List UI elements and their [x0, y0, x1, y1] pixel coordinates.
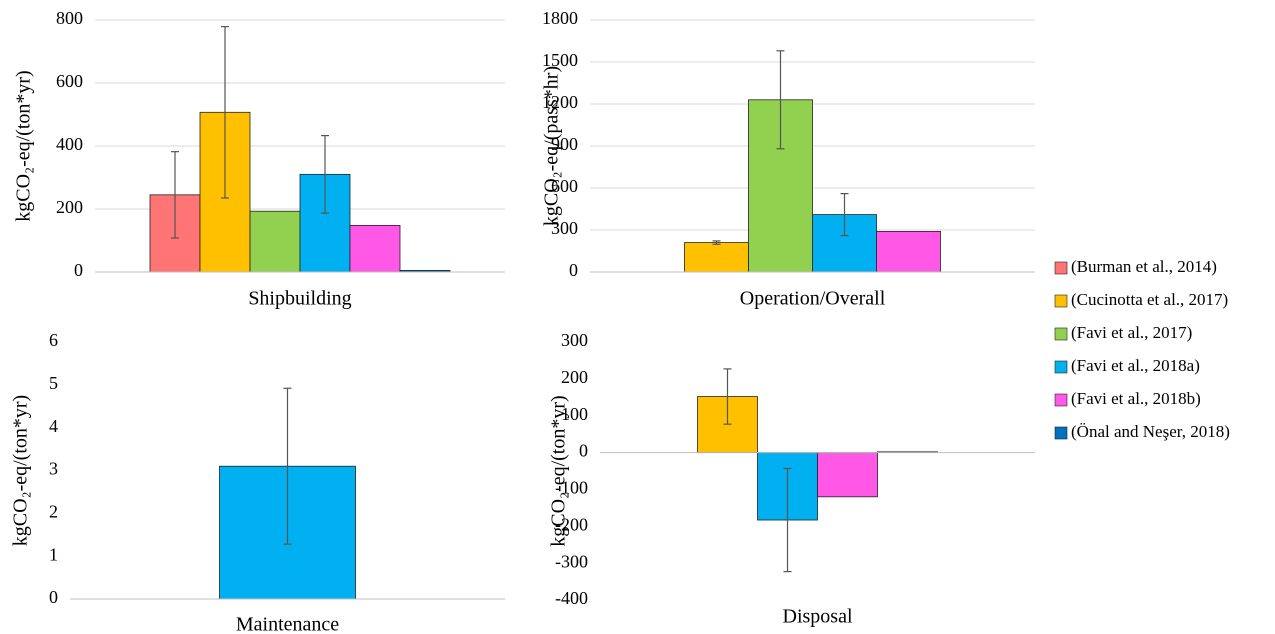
- error-bar: [171, 151, 179, 239]
- legend-label: (Önal and Neşer, 2018): [1071, 422, 1230, 441]
- y-tick-label: 5: [49, 373, 58, 393]
- y-tick-label: 300: [551, 218, 578, 238]
- x-tick-label: Shipbuilding: [248, 288, 351, 310]
- legend-label: (Favi et al., 2017): [1071, 323, 1192, 342]
- legend-swatch: [1054, 327, 1068, 341]
- y-tick-label: 800: [56, 8, 83, 28]
- legend-label: (Cucinotta et al., 2017): [1071, 290, 1228, 309]
- y-tick-label: 0: [579, 441, 588, 461]
- bar: [249, 210, 301, 273]
- y-tick-label: 100: [561, 404, 588, 424]
- bar: [684, 242, 749, 273]
- error-bar: [283, 387, 292, 545]
- y-tick-label: 0: [569, 260, 578, 280]
- legend-swatch: [1054, 426, 1068, 440]
- x-tick-label: Operation/Overall: [740, 288, 886, 310]
- y-tick-label: 300: [561, 330, 588, 350]
- bar: [817, 452, 878, 498]
- y-tick-label: 0: [49, 587, 58, 607]
- y-tick-label: 1800: [542, 8, 578, 28]
- y-axis-label: kgCO₂-eq/(ton*yr): [10, 395, 32, 546]
- error-bar: [783, 467, 792, 573]
- error-bar: [321, 135, 329, 214]
- y-tick-label: 600: [56, 71, 83, 91]
- legend-label: (Favi et al., 2018a): [1071, 356, 1200, 375]
- y-tick-label: 2: [49, 501, 58, 521]
- x-tick-label: Disposal: [783, 606, 853, 628]
- x-tick-label: Maintenance: [236, 614, 339, 634]
- y-axis-label: kgCO₂-eq/(ton*yr): [548, 395, 570, 546]
- y-tick-label: 600: [551, 176, 578, 196]
- bar: [876, 230, 941, 273]
- y-tick-label: 4: [49, 416, 58, 436]
- y-tick-label: 1: [49, 544, 58, 564]
- y-tick-label: -100: [555, 478, 588, 498]
- legend-label: (Burman et al., 2014): [1071, 257, 1217, 276]
- error-bar: [712, 240, 721, 245]
- y-tick-label: -400: [555, 588, 588, 608]
- error-bar: [723, 368, 732, 425]
- y-tick-label: 1500: [542, 50, 578, 70]
- y-tick-label: 900: [551, 134, 578, 154]
- error-bar: [221, 26, 229, 199]
- y-tick-label: -200: [555, 514, 588, 534]
- legend-swatch: [1054, 294, 1068, 308]
- y-tick-label: 1200: [542, 92, 578, 112]
- y-tick-label: -300: [555, 551, 588, 571]
- legend-swatch: [1054, 393, 1068, 407]
- error-bar: [840, 193, 849, 237]
- y-tick-label: 0: [74, 260, 83, 280]
- y-tick-label: 200: [561, 367, 588, 387]
- y-tick-label: 400: [56, 134, 83, 154]
- legend-swatch: [1054, 261, 1068, 275]
- y-axis-label: kgCO₂-eq/(pass*hr): [541, 66, 563, 226]
- error-bar: [776, 50, 785, 150]
- bar: [349, 224, 401, 273]
- legend-label: (Favi et al., 2018b): [1071, 389, 1201, 408]
- y-tick-label: 6: [49, 330, 58, 350]
- y-tick-label: 200: [56, 197, 83, 217]
- y-axis-label: kgCO₂-eq/(ton*yr): [13, 70, 35, 221]
- legend-swatch: [1054, 360, 1068, 374]
- y-tick-label: 3: [49, 459, 58, 479]
